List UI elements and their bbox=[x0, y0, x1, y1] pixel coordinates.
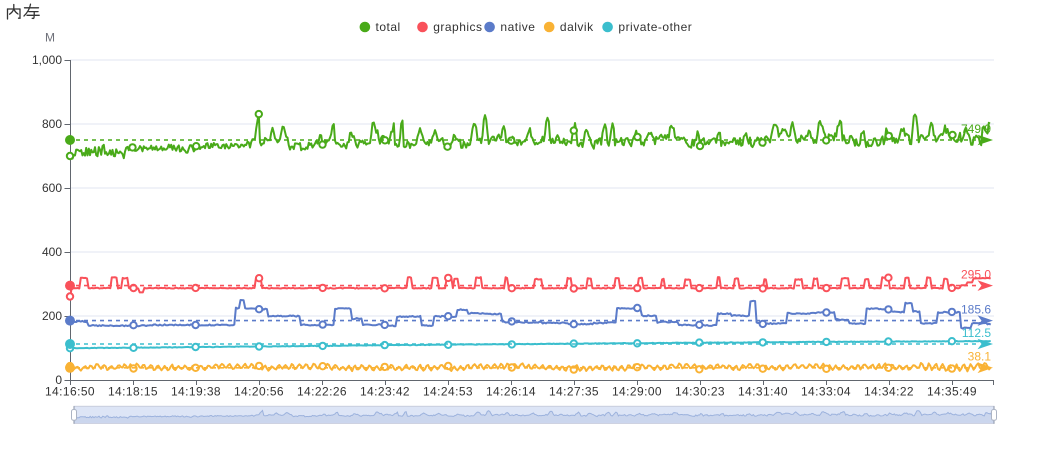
svg-text:14:16:50: 14:16:50 bbox=[45, 385, 95, 399]
svg-text:14:20:56: 14:20:56 bbox=[234, 385, 284, 399]
svg-text:14:30:23: 14:30:23 bbox=[675, 385, 725, 399]
svg-text:14:34:22: 14:34:22 bbox=[864, 385, 914, 399]
svg-text:14:26:14: 14:26:14 bbox=[486, 385, 536, 399]
svg-text:38.1: 38.1 bbox=[968, 350, 992, 364]
svg-text:graphics: graphics bbox=[433, 20, 482, 34]
svg-text:14:23:42: 14:23:42 bbox=[360, 385, 410, 399]
svg-text:14:24:53: 14:24:53 bbox=[423, 385, 473, 399]
svg-text:600: 600 bbox=[42, 181, 62, 195]
svg-text:14:27:35: 14:27:35 bbox=[549, 385, 599, 399]
svg-text:185.6: 185.6 bbox=[961, 302, 991, 316]
svg-text:14:31:40: 14:31:40 bbox=[738, 385, 788, 399]
svg-text:749.9: 749.9 bbox=[961, 122, 991, 136]
svg-text:14:33:04: 14:33:04 bbox=[801, 385, 851, 399]
svg-text:200: 200 bbox=[42, 309, 62, 323]
svg-text:14:35:49: 14:35:49 bbox=[927, 385, 977, 399]
svg-text:112.5: 112.5 bbox=[962, 326, 991, 340]
svg-text:M: M bbox=[45, 31, 55, 45]
svg-text:total: total bbox=[376, 20, 401, 34]
svg-text:14:18:15: 14:18:15 bbox=[108, 385, 158, 399]
svg-text:14:19:38: 14:19:38 bbox=[171, 385, 221, 399]
svg-text:dalvik: dalvik bbox=[560, 20, 594, 34]
svg-text:400: 400 bbox=[42, 245, 62, 259]
svg-text:native: native bbox=[500, 20, 535, 34]
svg-text:14:22:26: 14:22:26 bbox=[297, 385, 347, 399]
svg-text:0: 0 bbox=[55, 373, 62, 387]
svg-text:1,000: 1,000 bbox=[32, 53, 62, 67]
svg-text:private-other: private-other bbox=[618, 20, 692, 34]
svg-text:14:29:00: 14:29:00 bbox=[612, 385, 662, 399]
svg-text:295.0: 295.0 bbox=[961, 267, 991, 281]
svg-text:800: 800 bbox=[42, 117, 62, 131]
